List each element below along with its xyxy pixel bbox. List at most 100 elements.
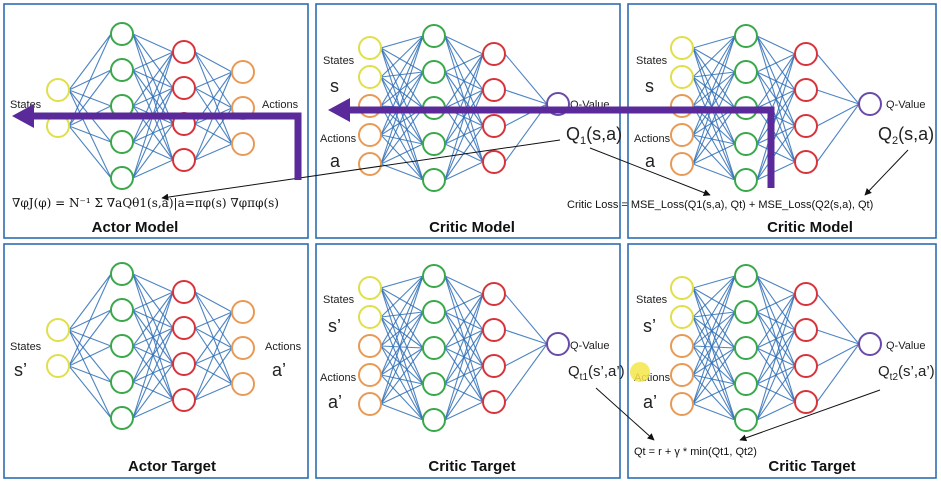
network-edge (692, 143, 736, 165)
network-node (734, 132, 758, 156)
network-edge (692, 275, 736, 376)
network-edge (194, 311, 233, 365)
qt2-args: (s’,a’) (898, 363, 935, 380)
network-edge (816, 293, 860, 345)
network-edge (504, 343, 548, 367)
network-edge (444, 53, 484, 145)
network-edge (692, 347, 736, 376)
network-edge (692, 163, 736, 181)
network-edge (380, 35, 424, 49)
network-edge (756, 53, 796, 109)
purple-arrow-critic (346, 106, 775, 188)
network-edge (380, 107, 424, 165)
network-edge (132, 51, 174, 71)
network-edge (692, 134, 736, 145)
network-edge (444, 293, 484, 421)
network-edge (444, 53, 484, 73)
network-edge (756, 275, 796, 295)
critic-model-2-title: Critic Model (767, 219, 853, 236)
qt1-subscript: t1 (580, 372, 589, 383)
network-edge (504, 343, 548, 403)
network-edge (816, 343, 860, 403)
network-edge (68, 345, 112, 367)
critic-target-2-network (670, 264, 882, 432)
network-edge (380, 383, 424, 405)
network-node (482, 318, 506, 342)
network-edge (692, 403, 736, 421)
network-node (172, 316, 196, 340)
network-node (670, 363, 694, 387)
network-node (482, 390, 506, 414)
network-node (670, 94, 694, 118)
network-node (110, 262, 134, 286)
network-edge (380, 143, 424, 165)
network-edge (132, 363, 174, 419)
network-node (794, 114, 818, 138)
network-node (358, 334, 382, 358)
network-edge (692, 47, 736, 73)
network-edge (194, 51, 233, 73)
network-edge (756, 293, 796, 349)
network-edge (132, 291, 174, 419)
network-node (734, 408, 758, 432)
network-node (482, 78, 506, 102)
network-node (858, 332, 882, 356)
q1-symbol: Q (566, 124, 580, 144)
critic-model-1-states-symbol: s (330, 76, 339, 96)
network-node (422, 336, 446, 360)
network-edge (816, 329, 860, 345)
qt1-args: (s’,a’) (588, 363, 625, 380)
network-edge (194, 347, 233, 401)
critic-target-1-actions-label: Actions (320, 372, 357, 384)
network-edge (692, 311, 736, 405)
network-edge (756, 53, 796, 181)
network-edge (692, 71, 736, 165)
network-edge (816, 53, 860, 105)
q2-args: (s,a) (898, 124, 934, 144)
network-node (422, 408, 446, 432)
network-edge (380, 345, 424, 385)
network-edge (444, 125, 484, 181)
actor-model-network (46, 22, 255, 190)
network-edge (692, 316, 736, 349)
network-edge (132, 51, 174, 143)
network-edge (692, 76, 736, 109)
network-node (231, 60, 255, 84)
network-edge (692, 311, 736, 376)
network-edge (692, 71, 736, 78)
network-edge (444, 293, 484, 385)
network-node (358, 392, 382, 416)
network-node (734, 372, 758, 396)
network-edge (756, 293, 796, 385)
network-edge (692, 374, 736, 385)
network-edge (68, 273, 112, 331)
critic-model-1-network (358, 24, 570, 192)
critic-model-2-network (670, 24, 882, 192)
network-edge (380, 76, 424, 109)
network-edge (68, 125, 112, 143)
network-node (358, 152, 382, 176)
network-node (110, 22, 134, 46)
network-edge (68, 125, 112, 179)
network-node (358, 363, 382, 387)
network-edge (194, 311, 233, 401)
actor-target-title: Actor Target (128, 458, 216, 475)
critic-target-1-q-value: Qt1(s’,a’) (568, 363, 625, 383)
q2-subscript: 2 (892, 135, 898, 147)
network-edge (504, 293, 548, 345)
critic-model-1-states-label: States (323, 55, 355, 67)
network-node (358, 123, 382, 147)
critic-target-1-q-label: Q-Value (570, 340, 610, 352)
network-node (482, 282, 506, 306)
critic-model-1-q-value: Q1(s,a) (566, 124, 622, 147)
network-edge (692, 287, 736, 313)
network-edge (380, 47, 424, 73)
network-edge (68, 33, 112, 127)
critic-target-2-title: Critic Target (768, 458, 855, 475)
actor-gradient-formula: ∇φJ(φ) = N⁻¹ Σ ∇aQθ1(s,a)|a=πφ(s) ∇φπφ(s… (12, 196, 279, 210)
network-edge (132, 123, 174, 179)
network-edge (380, 287, 424, 349)
network-node (670, 334, 694, 358)
network-node (422, 24, 446, 48)
